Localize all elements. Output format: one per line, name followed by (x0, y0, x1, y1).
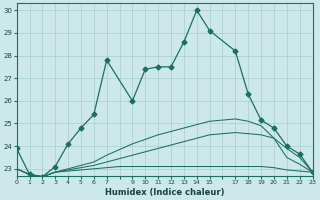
X-axis label: Humidex (Indice chaleur): Humidex (Indice chaleur) (105, 188, 224, 197)
